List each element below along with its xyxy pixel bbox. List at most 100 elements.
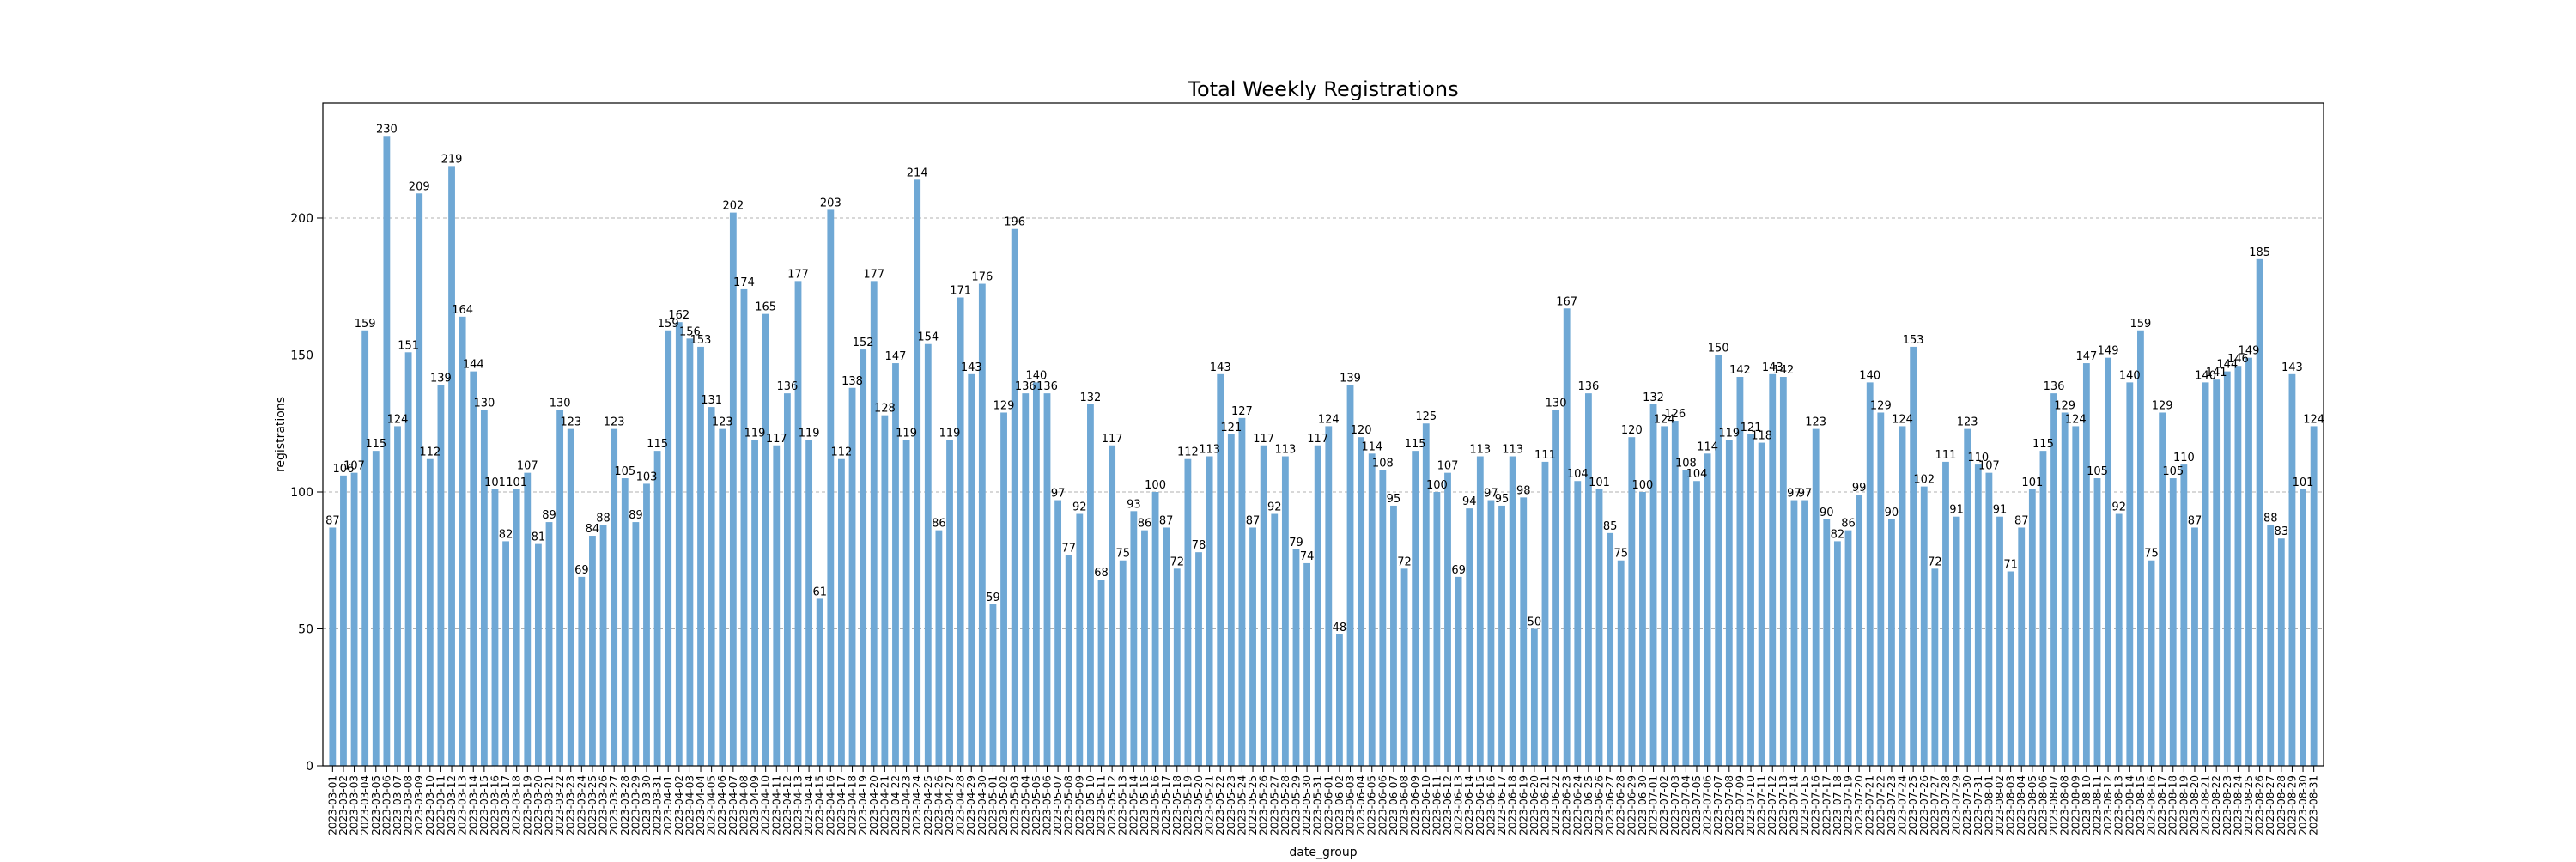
bar-value-label: 114 [1361,440,1382,453]
bar [1509,456,1516,766]
bar [437,385,445,766]
bar-value-label: 89 [542,509,556,522]
y-tick-label: 0 [306,760,313,774]
x-tick-label: 2023-04-17 [835,775,848,835]
bar [2018,527,2026,766]
bar-value-label: 111 [1534,449,1556,462]
x-tick-label: 2023-03-24 [575,775,587,835]
bar [1011,228,1018,767]
bar-value-label: 140 [2119,369,2141,382]
bar-value-label: 75 [2144,548,2159,561]
bar [1769,373,1777,766]
bar-value-label: 119 [896,427,917,440]
y-axis: 0 50 100 150 200 [290,212,323,774]
x-tick-label: 2023-08-24 [2232,775,2244,835]
x-tick-label: 2023-05-12 [1106,775,1118,835]
x-tick-label: 2023-08-08 [2059,775,2071,835]
bar-value-label: 124 [2065,413,2087,426]
bar-value-label: 59 [986,592,1000,604]
bar [2072,426,2080,766]
bar-value-label: 140 [1025,369,1047,382]
bar-value-label: 121 [1741,422,1762,434]
bar-value-label: 124 [1318,413,1340,426]
x-tick-label: 2023-06-09 [1409,775,1421,835]
x-tick-label: 2023-06-07 [1388,775,1400,835]
x-tick-label: 2023-07-15 [1799,775,1811,835]
x-tick-label: 2023-04-27 [944,775,956,835]
bar-value-label: 117 [766,433,787,446]
x-tick-label: 2023-03-03 [349,775,361,835]
x-tick-label: 2023-03-26 [598,775,610,835]
x-tick-label: 2023-05-01 [987,775,999,835]
bar-value-label: 113 [1199,444,1220,457]
bar [848,387,856,766]
x-tick-label: 2023-07-08 [1723,775,1735,835]
x-tick-label: 2023-08-07 [2048,775,2060,835]
bar-value-label: 103 [636,470,658,483]
x-tick-label: 2023-07-14 [1788,775,1800,835]
x-tick-label: 2023-06-29 [1625,775,1637,835]
bar [1346,385,1354,766]
bar [1628,437,1636,766]
x-tick-label: 2023-04-05 [706,775,718,835]
x-tick-label: 2023-03-31 [652,775,664,835]
bar [459,316,466,767]
x-tick-label: 2023-08-04 [2015,775,2027,835]
bar-value-label: 92 [1267,501,1282,514]
bar [578,576,586,766]
x-tick-label: 2023-08-22 [2210,775,2222,835]
x-tick-label: 2023-03-06 [380,775,392,835]
bar-value-label: 100 [1426,479,1448,492]
bar [1520,497,1528,766]
bar-value-label: 119 [744,427,766,440]
bar [1595,489,1603,766]
bar [1574,481,1582,766]
bar-value-label: 102 [1913,474,1935,487]
x-tick-label: 2023-08-30 [2297,775,2309,835]
bar [1833,541,1841,766]
x-tick-label: 2023-05-17 [1160,775,1172,835]
bar-value-label: 115 [2032,438,2054,451]
bar [1639,491,1646,766]
bar [1476,456,1484,766]
bar-value-label: 113 [1469,444,1491,457]
x-tick-label: 2023-06-01 [1322,775,1334,835]
bar-value-label: 110 [2173,452,2195,464]
bar [1130,511,1138,766]
x-tick-label: 2023-08-15 [2135,775,2147,835]
bar [502,541,509,766]
bar [870,281,878,767]
bar [426,458,434,766]
bar-value-label: 143 [1210,361,1231,374]
y-tick-label: 150 [290,349,313,362]
bar-value-label: 120 [1351,424,1372,437]
x-tick-label: 2023-04-20 [868,775,880,835]
bar [1271,513,1279,766]
x-tick-label: 2023-07-05 [1691,775,1703,835]
bar-value-label: 164 [452,304,473,317]
bar-value-label: 86 [932,518,946,531]
x-tick-label: 2023-08-19 [2178,775,2190,835]
y-tick-label: 200 [290,212,313,226]
bar-value-label: 185 [2249,246,2270,259]
x-tick-label: 2023-05-06 [1041,775,1053,835]
bar-value-label: 123 [712,416,733,429]
bar-value-label: 86 [1138,518,1152,531]
bar-value-label: 82 [1831,528,1845,541]
bar-value-label: 136 [1036,380,1058,393]
x-tick-label: 2023-03-30 [641,775,653,835]
x-tick-label: 2023-03-02 [337,775,349,835]
bar-value-label: 101 [1589,477,1610,489]
bar [751,440,758,766]
x-tick-label: 2023-03-22 [554,775,566,835]
bar-value-label: 101 [484,477,506,489]
x-tick-label: 2023-08-16 [2146,775,2158,835]
x-tick-label: 2023-07-24 [1897,775,1909,835]
x-tick-label: 2023-07-29 [1951,775,1963,835]
x-tick-label: 2023-03-25 [586,775,598,835]
data-labels: 8710610715911523012415120911213921916414… [325,123,2324,634]
bar [1888,519,1895,766]
bar [361,330,369,766]
bar [1249,527,1256,766]
bar [1985,472,1993,766]
